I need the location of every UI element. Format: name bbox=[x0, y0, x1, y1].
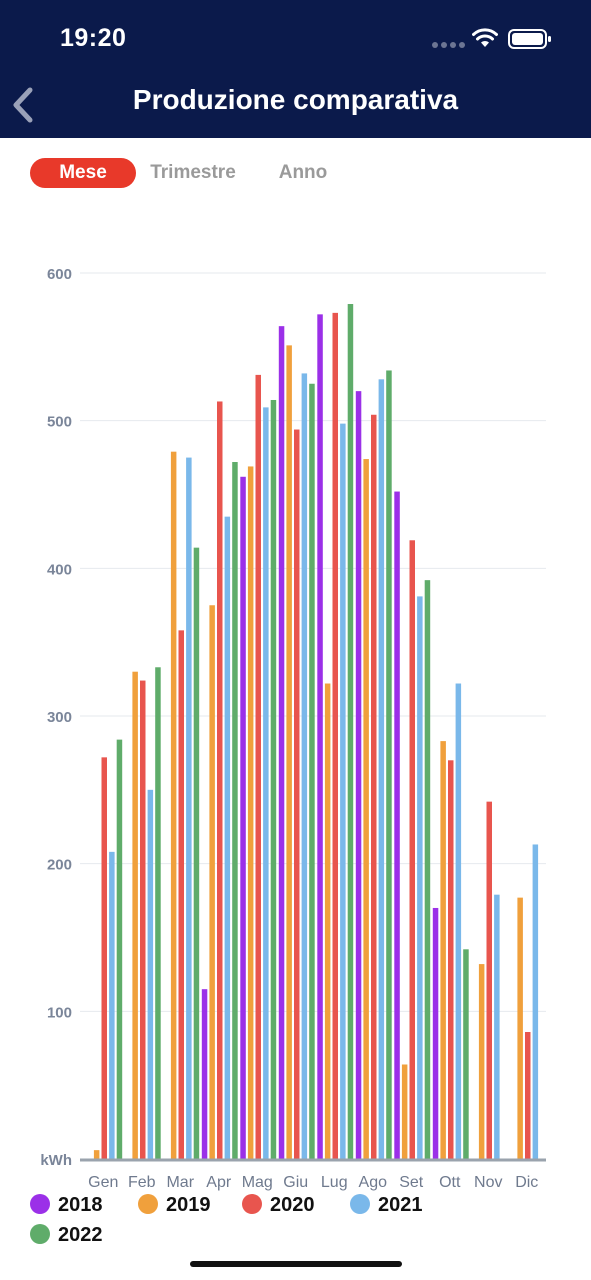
y-tick-label: 500 bbox=[47, 414, 72, 431]
bar-2018-ott bbox=[432, 907, 439, 1159]
bar-2021-apr bbox=[224, 516, 231, 1159]
bar-2021-feb bbox=[147, 789, 154, 1159]
legend-label: 2019 bbox=[166, 1194, 211, 1216]
x-tick-label: Mag bbox=[242, 1174, 273, 1191]
bar-2021-dic bbox=[532, 844, 539, 1159]
bar-2020-nov bbox=[486, 801, 492, 1159]
y-axis-unit-label: kWh bbox=[40, 1152, 72, 1169]
y-tick-label: 100 bbox=[47, 1004, 72, 1021]
x-tick-label: Gen bbox=[88, 1174, 118, 1191]
bar-2022-gen bbox=[116, 739, 123, 1159]
bar-2019-nov bbox=[478, 964, 485, 1159]
x-tick-label: Nov bbox=[474, 1174, 502, 1191]
legend-swatch bbox=[30, 1224, 50, 1244]
bar-2022-mar bbox=[193, 547, 200, 1159]
bar-2021-ago bbox=[378, 379, 385, 1159]
x-tick-label: Giu bbox=[283, 1174, 308, 1191]
bar-2020-mar bbox=[178, 630, 184, 1159]
bar-2021-nov bbox=[494, 894, 500, 1159]
bar-2020-ott bbox=[448, 760, 454, 1159]
tab-anno[interactable]: Anno bbox=[278, 162, 328, 183]
page-title: Produzione comparativa bbox=[132, 84, 459, 115]
bar-2019-gen bbox=[93, 1150, 100, 1159]
bar-2019-dic bbox=[517, 897, 523, 1159]
back-button[interactable] bbox=[8, 86, 40, 124]
tab-mese[interactable]: Mese bbox=[30, 158, 136, 188]
legend-swatch bbox=[30, 1194, 50, 1214]
x-tick-label: Lug bbox=[321, 1174, 348, 1191]
x-tick-label: Apr bbox=[206, 1174, 232, 1191]
bar-2021-giu bbox=[301, 373, 308, 1159]
tab-trimestre[interactable]: Trimestre bbox=[150, 162, 236, 183]
y-tick-label: 400 bbox=[47, 561, 72, 578]
x-tick-label: Ago bbox=[359, 1174, 388, 1191]
bar-2022-ott bbox=[463, 949, 469, 1159]
x-tick-label: Ott bbox=[439, 1174, 461, 1191]
bar-2019-ago bbox=[363, 459, 369, 1159]
y-tick-label: 300 bbox=[47, 709, 72, 726]
bar-2021-mag bbox=[263, 407, 269, 1159]
bar-2022-apr bbox=[232, 462, 238, 1160]
legend-label: 2021 bbox=[378, 1194, 423, 1216]
bar-2019-ott bbox=[440, 741, 446, 1159]
bar-2022-feb bbox=[155, 667, 161, 1159]
home-indicator bbox=[190, 1261, 402, 1267]
bar-2018-ago bbox=[355, 391, 362, 1160]
legend-swatch bbox=[138, 1194, 158, 1214]
bar-2019-mar bbox=[170, 451, 177, 1160]
bar-2018-mag bbox=[240, 476, 246, 1159]
bar-2020-giu bbox=[294, 429, 300, 1159]
bar-2020-apr bbox=[217, 401, 223, 1160]
x-tick-label: Set bbox=[399, 1174, 424, 1191]
bar-2022-giu bbox=[309, 383, 315, 1159]
bar-2019-mag bbox=[247, 466, 254, 1159]
bar-2020-mag bbox=[255, 374, 261, 1159]
x-tick-label: Dic bbox=[515, 1174, 538, 1191]
y-tick-label: 600 bbox=[47, 266, 72, 283]
battery-icon bbox=[508, 29, 551, 49]
bar-2019-set bbox=[401, 1064, 408, 1159]
legend-label: 2022 bbox=[58, 1224, 103, 1246]
bar-2021-mar bbox=[186, 457, 192, 1159]
monthly-production-chart: 100 200 300 400 500 600 kWh Gen Feb Mar Apr Mag Giu L… bbox=[40, 266, 546, 1191]
cellular-signal-icon bbox=[432, 42, 465, 50]
bar-2022-mag bbox=[270, 399, 277, 1159]
legend-swatch bbox=[350, 1194, 370, 1214]
chart-legend: 2018 2019 2020 2021 2022 bbox=[30, 1192, 570, 1252]
status-time: 19:20 bbox=[60, 24, 127, 52]
bar-2020-lug bbox=[332, 312, 338, 1159]
bar-2020-set bbox=[409, 540, 415, 1159]
bar-2018-lug bbox=[317, 314, 323, 1159]
bar-2020-gen bbox=[101, 757, 107, 1159]
bar-2019-apr bbox=[209, 605, 215, 1159]
y-tick-label: 200 bbox=[47, 857, 72, 874]
bar-2019-lug bbox=[324, 683, 331, 1159]
bar-2021-gen bbox=[109, 851, 115, 1159]
x-tick-label: Mar bbox=[166, 1174, 194, 1191]
bar-2021-ott bbox=[455, 683, 462, 1159]
bar-2019-feb bbox=[132, 671, 138, 1159]
bar-2020-feb bbox=[140, 680, 146, 1159]
wifi-icon bbox=[472, 28, 498, 47]
x-tick-label: Feb bbox=[128, 1174, 156, 1191]
bar-2020-dic bbox=[525, 1032, 531, 1159]
bar-2022-set bbox=[424, 580, 431, 1159]
bar-2020-ago bbox=[371, 414, 377, 1159]
legend-label: 2020 bbox=[270, 1194, 315, 1216]
bar-2021-set bbox=[417, 596, 423, 1159]
app-header: 19:20 Produzione comparativa bbox=[0, 0, 591, 138]
bar-2022-ago bbox=[386, 370, 392, 1159]
legend-swatch bbox=[242, 1194, 262, 1214]
bar-2018-giu bbox=[278, 326, 285, 1159]
bar-2022-lug bbox=[347, 304, 354, 1159]
bar-2021-lug bbox=[340, 423, 346, 1159]
legend-label: 2018 bbox=[58, 1194, 103, 1216]
bar-2018-set bbox=[394, 491, 400, 1160]
bar-2019-giu bbox=[286, 345, 292, 1159]
bar-2018-apr bbox=[201, 989, 208, 1159]
